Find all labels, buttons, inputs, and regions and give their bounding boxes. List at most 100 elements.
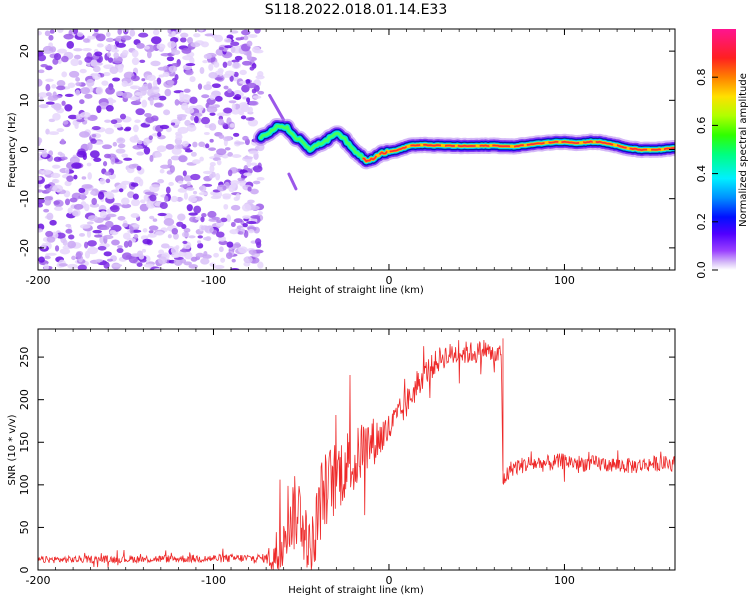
x-tick-label: 0 [385, 274, 392, 287]
noise-blob [152, 29, 160, 36]
noise-blob [209, 162, 216, 167]
noise-blob [90, 138, 97, 144]
noise-blob [184, 119, 191, 127]
noise-blob [234, 90, 242, 94]
noise-blob [209, 262, 216, 267]
noise-blob [86, 230, 92, 238]
noise-blob [45, 187, 52, 193]
noise-blob [130, 198, 141, 207]
y-tick-label: 0 [18, 146, 31, 153]
noise-blob [129, 29, 136, 37]
y-tick-label: 100 [18, 474, 31, 495]
noise-blob [144, 45, 150, 50]
noise-blob [248, 100, 259, 106]
noise-blob [90, 190, 96, 196]
noise-blob [216, 159, 222, 166]
noise-blob [121, 49, 129, 56]
noise-blob [205, 143, 210, 149]
noise-blob [171, 227, 179, 235]
signal-trace-peak [362, 140, 675, 163]
noise-blob [230, 183, 237, 188]
noise-blob [92, 65, 101, 73]
noise-blob [224, 90, 235, 98]
noise-blob [104, 44, 116, 51]
noise-blob [69, 197, 78, 203]
noise-blob [121, 153, 129, 158]
noise-blob [139, 59, 146, 63]
noise-blob [132, 193, 139, 200]
noise-blob [38, 104, 49, 109]
noise-blob [105, 86, 115, 95]
noise-blob [76, 119, 85, 123]
noise-blob [44, 199, 52, 206]
y-tick-label: 150 [18, 432, 31, 453]
noise-blob [211, 216, 220, 220]
noise-blob [165, 186, 171, 194]
noise-blob [117, 143, 126, 149]
noise-blob [231, 103, 236, 111]
noise-blob [117, 64, 124, 73]
noise-blob [84, 56, 93, 63]
noise-blob [163, 218, 175, 226]
noise-blob [99, 210, 107, 219]
noise-blob [115, 42, 126, 48]
noise-blob [216, 148, 227, 156]
noise-blob [56, 79, 66, 87]
noise-blob [199, 156, 204, 162]
noise-blob [186, 204, 193, 212]
noise-blob [247, 186, 252, 192]
noise-blob [45, 230, 54, 238]
noise-blob [197, 235, 203, 239]
noise-blob [222, 193, 232, 199]
noise-blob [252, 46, 261, 53]
noise-blob [206, 106, 218, 113]
noise-blob [230, 46, 236, 53]
noise-blob [42, 50, 53, 54]
noise-blob [226, 241, 234, 248]
noise-blob [95, 33, 106, 42]
noise-blob [192, 141, 198, 148]
noise-blob [82, 47, 92, 52]
noise-blob [184, 149, 193, 153]
noise-blob [227, 60, 232, 67]
noise-blob [200, 257, 210, 265]
noise-blob [183, 93, 189, 98]
noise-blob [234, 141, 245, 145]
noise-blob [87, 240, 97, 247]
noise-blob [38, 176, 43, 181]
noise-blob [198, 191, 209, 196]
noise-blob [121, 91, 133, 99]
noise-blob [242, 96, 248, 100]
noise-blob [183, 88, 191, 93]
noise-blob [121, 80, 128, 87]
noise-blob [229, 75, 234, 82]
noise-blob [221, 153, 229, 159]
noise-blob [113, 123, 123, 128]
noise-blob [38, 228, 44, 233]
noise-blob [109, 230, 117, 235]
noise-blob [170, 122, 176, 126]
noise-blob [255, 238, 262, 246]
noise-blob [49, 29, 55, 34]
noise-blob [250, 188, 259, 195]
noise-blob [105, 37, 115, 43]
noise-blob [218, 46, 225, 51]
noise-blob [38, 203, 43, 208]
noise-blob [157, 131, 162, 137]
noise-blob [247, 199, 255, 204]
noise-blob [90, 59, 98, 67]
snr-frame [37, 328, 676, 571]
noise-blob [44, 196, 54, 201]
noise-blob [176, 221, 184, 227]
noise-blob [152, 80, 158, 88]
noise-blob [107, 57, 114, 63]
noise-blob [243, 256, 253, 264]
noise-blob [83, 241, 89, 249]
noise-blob [199, 66, 205, 74]
noise-blob [141, 99, 148, 108]
noise-blob [57, 29, 64, 33]
noise-blob [143, 138, 150, 146]
noise-blob [222, 136, 232, 142]
noise-blob [242, 156, 254, 160]
